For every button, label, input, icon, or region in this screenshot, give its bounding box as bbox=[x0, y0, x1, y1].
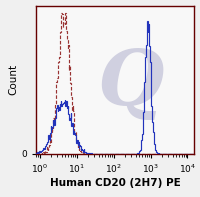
Y-axis label: Count: Count bbox=[8, 64, 18, 95]
X-axis label: Human CD20 (2H7) PE: Human CD20 (2H7) PE bbox=[50, 178, 180, 188]
Text: Q: Q bbox=[98, 47, 164, 121]
